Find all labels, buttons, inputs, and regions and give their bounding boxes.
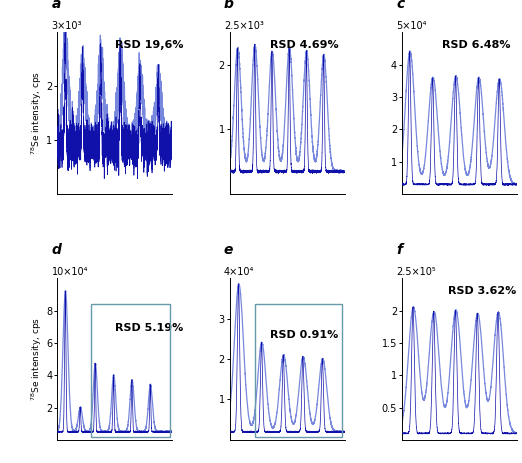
Text: 2.5×10³: 2.5×10³ [224,21,264,31]
Text: RSD 19,6%: RSD 19,6% [115,40,183,50]
Text: RSD 0.91%: RSD 0.91% [270,330,338,340]
Text: RSD 4.69%: RSD 4.69% [270,40,338,50]
Bar [255,304,342,437]
Text: 5×10⁴: 5×10⁴ [396,21,426,31]
Text: f: f [396,243,402,257]
Text: RSD 3.62%: RSD 3.62% [448,286,516,296]
Text: b: b [224,0,234,12]
Text: 10×10⁴: 10×10⁴ [52,267,88,276]
Text: 3×10³: 3×10³ [52,21,82,31]
Text: 2.5×10⁵: 2.5×10⁵ [396,267,436,276]
Text: a: a [52,0,61,12]
Y-axis label: $^{78}$Se intensity, cps: $^{78}$Se intensity, cps [29,71,43,155]
Text: c: c [396,0,405,12]
Bar [91,304,170,437]
Text: RSD 5.19%: RSD 5.19% [115,324,183,333]
Text: d: d [52,243,62,257]
Text: e: e [224,243,233,257]
Y-axis label: $^{78}$Se intensity, cps: $^{78}$Se intensity, cps [29,317,43,401]
Text: RSD 6.48%: RSD 6.48% [442,40,511,50]
Text: 4×10⁴: 4×10⁴ [224,267,254,276]
